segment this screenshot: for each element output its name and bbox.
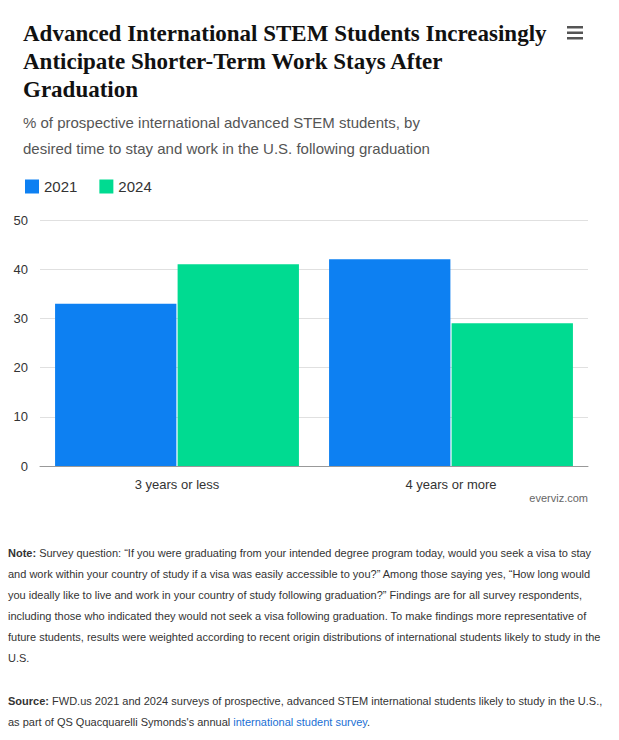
svg-text:desired time to stay and work: desired time to stay and work in the U.S…	[23, 140, 430, 157]
svg-text:20: 20	[14, 360, 28, 375]
html-text:Source: FWD.us 2021 and 2024 s: Source: FWD.us 2021 and 2024 surveys of …	[8, 695, 603, 728]
svg-text:10: 10	[14, 409, 28, 424]
svg-text:50: 50	[14, 213, 28, 228]
svg-text:3 years or less: 3 years or less	[135, 477, 220, 492]
svg-text:% of prospective international: % of prospective international advanced …	[23, 114, 424, 131]
svg-text:Advanced International STEM St: Advanced International STEM Students Inc…	[23, 21, 552, 46]
svg-text:40: 40	[14, 262, 28, 277]
svg-text:everviz.com: everviz.com	[529, 492, 588, 504]
svg-text:4 years or more: 4 years or more	[405, 477, 496, 492]
html-text:Note: Survey question: “If you: Note: Survey question: “If you were grad…	[8, 547, 601, 664]
svg-text:Anticipate Shorter-Term Work S: Anticipate Shorter-Term Work Stays After	[23, 49, 448, 74]
svg-text:0: 0	[21, 459, 28, 474]
svg-text:30: 30	[14, 311, 28, 326]
svg-text:2024: 2024	[118, 178, 151, 195]
svg-text:Graduation: Graduation	[23, 77, 138, 102]
svg-text:2021: 2021	[44, 178, 77, 195]
